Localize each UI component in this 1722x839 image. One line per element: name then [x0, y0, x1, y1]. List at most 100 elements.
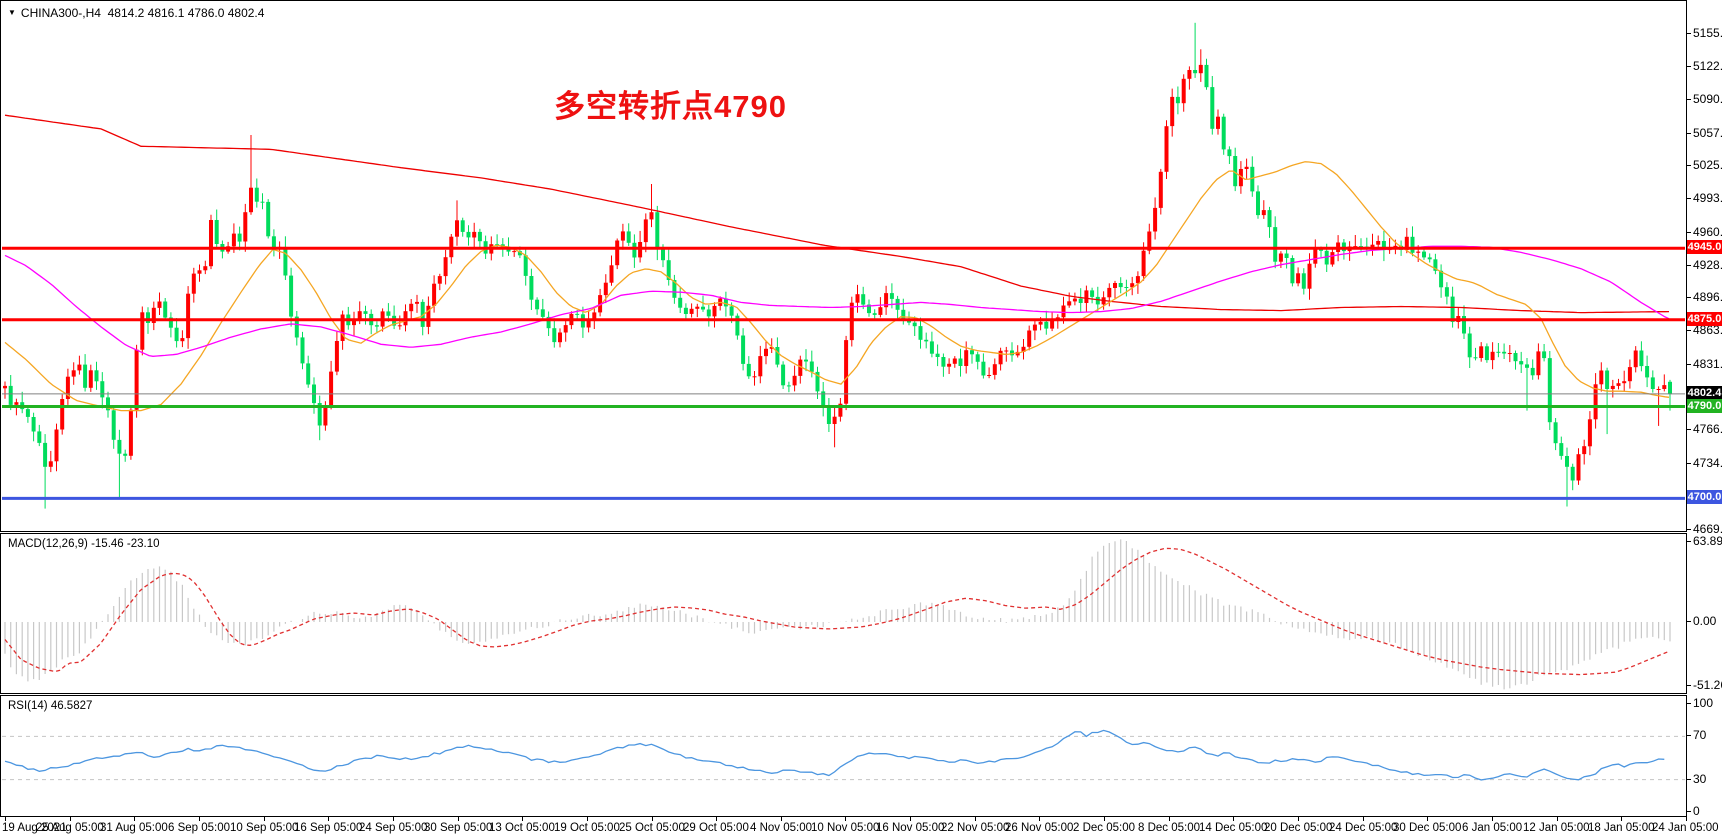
macd-tick-label: 63.89	[1693, 534, 1722, 548]
time-tick-label: 24 Sep 05:00	[359, 822, 428, 834]
rsi-tick-label: 0	[1693, 804, 1700, 818]
main-price-pane[interactable]: ▼ CHINA300-,H4 4814.2 4816.1 4786.0 4802.…	[0, 0, 1687, 532]
time-tick	[1492, 817, 1493, 821]
symbol-dropdown-icon[interactable]: ▼	[8, 8, 16, 17]
price-tick	[1687, 364, 1691, 365]
price-tick-label: 4896.0	[1693, 290, 1722, 304]
price-badge-4700.0: 4700.0	[1687, 490, 1722, 504]
time-tick-label: 20 Dec 05:00	[1264, 822, 1333, 834]
time-tick	[458, 817, 459, 821]
time-tick	[910, 817, 911, 821]
time-tick	[845, 817, 846, 821]
price-tick-label: 4831.0	[1693, 357, 1722, 371]
time-tick	[70, 817, 71, 821]
price-tick	[1687, 463, 1691, 464]
price-tick-label: 4734.0	[1693, 456, 1722, 470]
price-tick	[1687, 133, 1691, 134]
price-tick-label: 5155.0	[1693, 26, 1722, 40]
time-tick	[1557, 817, 1558, 821]
price-tick-label: 4960.5	[1693, 225, 1722, 239]
time-tick	[264, 817, 265, 821]
time-tick-label: 25 Oct 05:00	[619, 822, 685, 834]
price-tick	[1687, 429, 1691, 430]
price-tick-label: 5122.5	[1693, 59, 1722, 73]
macd-tick	[1687, 685, 1691, 686]
price-tick	[1687, 529, 1691, 530]
time-tick	[1427, 817, 1428, 821]
time-tick-label: 2 Dec 05:00	[1073, 822, 1136, 834]
chart-text-annotation: 多空转折点4790	[554, 89, 787, 124]
time-tick-label: 6 Jan 05:00	[1462, 822, 1523, 834]
price-tick-label: 4766.5	[1693, 422, 1722, 436]
candlestick-chart-canvas[interactable]	[1, 1, 1686, 531]
symbol-info-line: ▼ CHINA300-,H4 4814.2 4816.1 4786.0 4802.…	[8, 6, 264, 20]
time-tick	[199, 817, 200, 821]
price-tick-label: 4993.0	[1693, 191, 1722, 205]
rsi-tick-label: 100	[1693, 696, 1714, 710]
rsi-tick	[1687, 735, 1691, 736]
rsi-tick	[1687, 703, 1691, 704]
price-tick-label: 4928.0	[1693, 258, 1722, 272]
time-tick	[134, 817, 135, 821]
price-tick-label: 4669.0	[1693, 522, 1722, 536]
time-tick-label: 19 Oct 05:00	[554, 822, 620, 834]
time-tick-label: 19 Aug 2021	[2, 822, 67, 834]
price-tick	[1687, 66, 1691, 67]
time-tick	[1621, 817, 1622, 821]
price-tick-label: 5057.5	[1693, 126, 1722, 140]
time-tick	[1233, 817, 1234, 821]
time-tick	[393, 817, 394, 821]
time-tick	[781, 817, 782, 821]
time-tick	[1039, 817, 1040, 821]
time-tick-label: 10 Nov 05:00	[811, 822, 880, 834]
price-tick	[1687, 232, 1691, 233]
rsi-tick-label: 30	[1693, 772, 1707, 786]
price-tick	[1687, 265, 1691, 266]
time-tick	[522, 817, 523, 821]
time-tick	[1686, 817, 1687, 821]
price-tick	[1687, 165, 1691, 166]
price-axis-scale[interactable]: 5155.0 5122.5 5090.0 5057.5 5025.5 4993.0 4960…	[1687, 0, 1722, 818]
rsi-tick-label: 70	[1693, 728, 1707, 742]
time-tick-label: 30 Dec 05:00	[1393, 822, 1462, 834]
macd-chart-canvas[interactable]	[1, 534, 1686, 693]
time-tick-label: 24 Jan 05:00	[1652, 822, 1719, 834]
symbol-ohlc-values: 4814.2 4816.1 4786.0 4802.4	[107, 6, 265, 20]
time-tick-label: 6 Sep 05:00	[168, 822, 231, 834]
macd-tick-label: 0.00	[1693, 614, 1717, 628]
time-tick	[1169, 817, 1170, 821]
macd-indicator-pane[interactable]: MACD(12,26,9) -15.46 -23.10	[0, 533, 1687, 694]
rsi-tick	[1687, 779, 1691, 780]
time-tick-label: 30 Sep 05:00	[424, 822, 493, 834]
price-tick	[1687, 33, 1691, 34]
time-tick-label: 29 Oct 05:00	[683, 822, 749, 834]
time-tick	[1104, 817, 1105, 821]
time-tick-label: 8 Dec 05:00	[1138, 822, 1201, 834]
time-tick-label: 10 Sep 05:00	[230, 822, 299, 834]
price-badge-4945.0: 4945.0	[1687, 240, 1722, 254]
time-tick-label: 16 Nov 05:00	[876, 822, 945, 834]
price-tick	[1687, 330, 1691, 331]
time-tick-label: 24 Dec 05:00	[1329, 822, 1398, 834]
time-tick-label: 18 Jan 05:00	[1588, 822, 1655, 834]
price-badge-4875.0: 4875.0	[1687, 312, 1722, 326]
time-tick	[328, 817, 329, 821]
price-tick-label: 4863.5	[1693, 323, 1722, 337]
macd-tick	[1687, 621, 1691, 622]
macd-label: MACD(12,26,9) -15.46 -23.10	[8, 538, 160, 550]
rsi-indicator-pane[interactable]: RSI(14) 46.5827	[0, 695, 1687, 817]
time-tick-label: 14 Dec 05:00	[1199, 822, 1268, 834]
rsi-chart-canvas[interactable]	[1, 696, 1686, 816]
time-tick	[5, 817, 6, 821]
time-tick-label: 26 Nov 05:00	[1005, 822, 1074, 834]
price-tick-label: 5090.0	[1693, 92, 1722, 106]
time-tick-label: 22 Nov 05:00	[941, 822, 1010, 834]
time-tick-label: 16 Sep 05:00	[294, 822, 363, 834]
price-tick	[1687, 99, 1691, 100]
time-tick	[587, 817, 588, 821]
time-tick	[975, 817, 976, 821]
symbol-name: CHINA300-,H4	[20, 6, 101, 20]
time-axis-scale[interactable]: 19 Aug 2021 25 Aug 05:00 31 Aug 05:00 6 Sep…	[0, 817, 1722, 839]
time-tick-label: 25 Aug 05:00	[36, 822, 104, 834]
price-tick	[1687, 297, 1691, 298]
